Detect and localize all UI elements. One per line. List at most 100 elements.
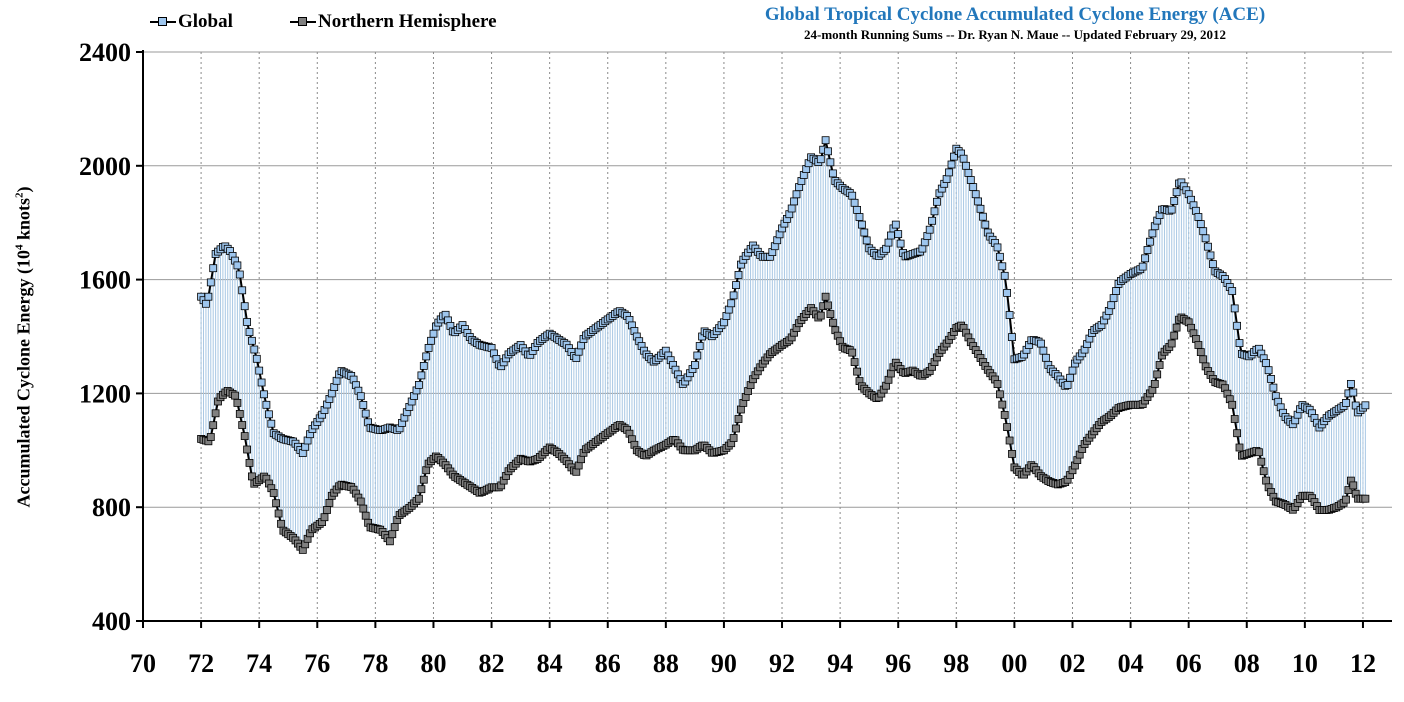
x-tick-label: 94 xyxy=(827,649,853,678)
marker-northern-hemisphere xyxy=(272,499,281,508)
marker-global xyxy=(1005,311,1014,319)
marker-global xyxy=(732,281,740,290)
marker-northern-hemisphere xyxy=(231,391,239,400)
y-tick-label: 800 xyxy=(92,493,131,522)
marker-global xyxy=(204,292,213,301)
legend-item-global: Global xyxy=(150,10,233,34)
marker-global xyxy=(971,190,980,199)
marker-global xyxy=(233,261,242,270)
marker-global xyxy=(993,243,1002,252)
x-tick-label: 86 xyxy=(595,649,621,678)
marker-global xyxy=(1204,242,1212,251)
marker-global xyxy=(267,419,276,428)
marker-northern-hemisphere xyxy=(417,485,426,494)
x-tick-label: 88 xyxy=(653,649,679,678)
marker-northern-hemisphere xyxy=(422,466,431,475)
axes xyxy=(136,50,1392,628)
marker-global xyxy=(359,400,368,409)
marker-global xyxy=(1342,398,1350,407)
marker-global xyxy=(974,197,982,206)
marker-global xyxy=(860,228,869,237)
marker-global xyxy=(855,213,864,221)
marker-northern-hemisphere xyxy=(1155,361,1164,369)
marker-global xyxy=(1347,379,1355,388)
marker-northern-hemisphere xyxy=(1259,467,1268,476)
x-tick-label: 90 xyxy=(711,649,737,678)
marker-global xyxy=(787,204,796,213)
marker-global xyxy=(981,220,990,229)
marker-northern-hemisphere xyxy=(1233,429,1241,438)
marker-northern-hemisphere xyxy=(243,445,252,454)
marker-global xyxy=(976,204,985,213)
marker-global xyxy=(235,270,244,279)
marker-northern-hemisphere xyxy=(414,494,423,503)
chart-title: Global Tropical Cyclone Accumulated Cycl… xyxy=(764,4,1266,25)
marker-northern-hemisphere xyxy=(1194,341,1203,349)
marker-northern-hemisphere xyxy=(848,348,857,357)
marker-northern-hemisphere xyxy=(211,409,220,418)
marker-global xyxy=(1264,366,1273,375)
marker-global xyxy=(250,345,259,354)
x-tick-label: 78 xyxy=(362,649,388,678)
marker-global xyxy=(928,216,936,225)
marker-global xyxy=(1269,383,1278,392)
marker-northern-hemisphere xyxy=(996,390,1004,399)
x-tick-label: 96 xyxy=(885,649,911,678)
x-tick-label: 04 xyxy=(1118,649,1144,678)
marker-global xyxy=(1199,227,1208,236)
marker-northern-hemisphere xyxy=(1000,410,1009,419)
marker-global xyxy=(933,197,941,206)
marker-global xyxy=(729,291,738,300)
marker-global xyxy=(243,318,252,326)
marker-northern-hemisphere xyxy=(737,405,745,414)
marker-global xyxy=(240,302,249,311)
marker-northern-hemisphere xyxy=(1361,494,1370,503)
marker-global xyxy=(1148,229,1157,238)
marker-global xyxy=(816,155,825,164)
marker-northern-hemisphere xyxy=(269,489,278,497)
marker-northern-hemisphere xyxy=(1349,481,1358,490)
marker-northern-hemisphere xyxy=(325,498,334,507)
x-tick-label: 72 xyxy=(188,649,214,678)
marker-global xyxy=(887,231,895,240)
legend-item-northern-hemisphere: Northern Hemisphere xyxy=(290,10,497,34)
marker-global xyxy=(356,392,365,401)
legend-label-global: Global xyxy=(178,11,233,32)
legend-swatch-global xyxy=(150,15,176,29)
marker-global xyxy=(1206,251,1215,260)
x-tick-label: 84 xyxy=(537,649,563,678)
marker-global xyxy=(964,168,973,177)
marker-global xyxy=(858,220,866,229)
marker-global xyxy=(429,329,438,338)
marker-northern-hemisphere xyxy=(1005,436,1014,445)
data-markers xyxy=(197,136,1370,554)
marker-global xyxy=(419,361,428,370)
marker-global xyxy=(1112,287,1120,295)
marker-global xyxy=(829,169,837,178)
legend-label-northern-hemisphere: Northern Hemisphere xyxy=(318,11,497,32)
marker-northern-hemisphere xyxy=(233,398,242,407)
marker-global xyxy=(1037,339,1045,348)
marker-global xyxy=(206,278,215,287)
marker-global xyxy=(930,207,939,216)
marker-global xyxy=(1196,220,1205,229)
marker-northern-hemisphere xyxy=(1150,379,1159,388)
x-tick-label: 08 xyxy=(1234,649,1260,678)
marker-global xyxy=(1068,366,1077,375)
marker-global xyxy=(1039,346,1048,355)
x-tick-label: 92 xyxy=(769,649,795,678)
marker-northern-hemisphere xyxy=(388,530,397,539)
x-tick-label: 02 xyxy=(1059,649,1085,678)
marker-global xyxy=(1349,388,1358,397)
marker-northern-hemisphere xyxy=(240,432,249,441)
y-tick-label: 1600 xyxy=(79,266,131,295)
marker-northern-hemisphere xyxy=(419,475,428,484)
marker-northern-hemisphere xyxy=(732,424,740,433)
marker-global xyxy=(727,299,736,308)
marker-global xyxy=(979,212,987,221)
marker-global xyxy=(691,361,699,369)
marker-northern-hemisphere xyxy=(1003,423,1011,432)
marker-global xyxy=(1201,234,1210,243)
marker-global xyxy=(693,351,702,360)
